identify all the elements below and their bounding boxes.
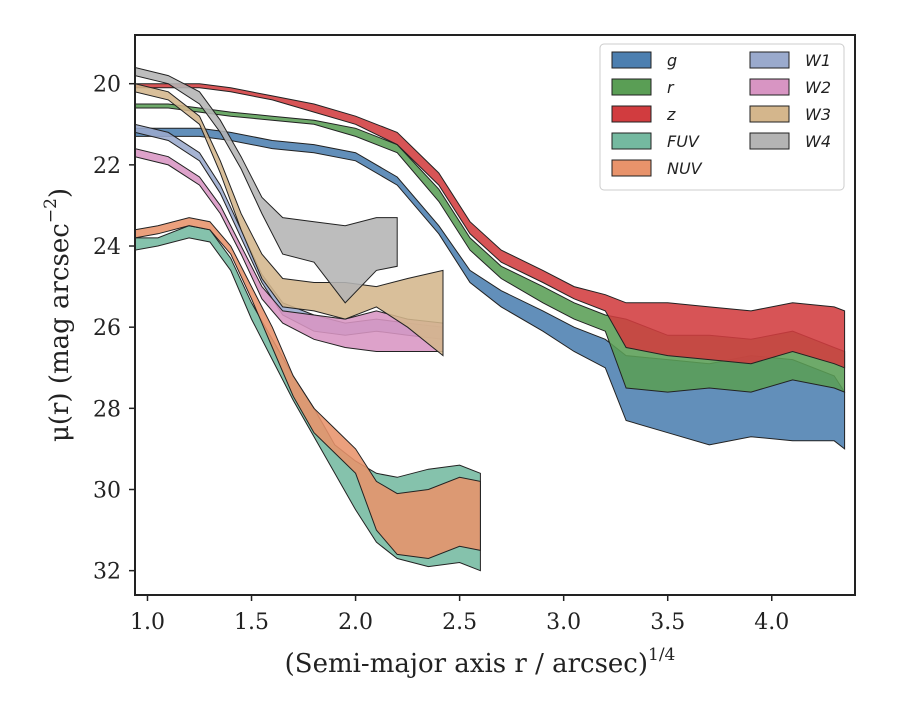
- y-tick-label: 30: [93, 478, 121, 503]
- y-axis: 20 22 24 26 28 30 32: [93, 73, 135, 585]
- x-axis: 1.0 1.5 2.0 2.5 3.0 3.5 4.0: [130, 595, 789, 635]
- legend-label-w4: W4: [805, 132, 831, 151]
- series-area-z: [135, 83, 846, 369]
- y-tick-label: 26: [93, 316, 121, 341]
- legend-swatch-w1: [749, 51, 790, 69]
- x-tick-label: 4.0: [754, 610, 789, 635]
- y-tick-label: 20: [93, 73, 121, 98]
- legend-swatch-nuv: [611, 159, 652, 177]
- legend-label-w2: W2: [805, 78, 831, 97]
- x-tick-label: 1.5: [234, 610, 269, 635]
- legend-swatch-w3: [749, 105, 790, 123]
- legend-label-w1: W1: [805, 51, 831, 70]
- series-area-nuv: [135, 217, 481, 560]
- x-tick-label: 2.0: [338, 610, 373, 635]
- y-axis-title-close: ): [45, 188, 75, 198]
- legend-label-fuv: FUV: [667, 132, 700, 151]
- y-tick-label: 28: [93, 397, 121, 422]
- x-tick-label: 3.0: [546, 610, 581, 635]
- x-axis-title: (Semi-major axis r / arcsec)1/4: [285, 645, 676, 679]
- legend: grz FUV NUV W1 W2 W3 W4: [599, 43, 845, 191]
- x-tick-label: 2.5: [442, 610, 477, 635]
- legend-swatch-r: [611, 78, 652, 96]
- x-axis-title-exponent: 1/4: [648, 645, 675, 665]
- legend-label-g: g: [667, 51, 677, 70]
- y-axis-title-exponent: −2: [41, 198, 61, 223]
- legend-swatch-w2: [749, 78, 790, 96]
- y-axis-title: μ(r) (mag arcsec−2): [41, 188, 75, 442]
- legend-swatch-g: [611, 51, 652, 69]
- y-tick-label: 32: [93, 560, 121, 585]
- series-area-w3: [135, 83, 444, 357]
- legend-label-w3: W3: [805, 105, 831, 124]
- legend-swatch-w4: [749, 132, 790, 150]
- legend-label-nuv: NUV: [667, 159, 703, 178]
- series-areas: [135, 66, 846, 572]
- legend-swatch-z: [611, 105, 652, 123]
- plot-frame: [134, 34, 856, 596]
- series-area-w4: [135, 66, 398, 304]
- legend-label-r: r: [667, 78, 675, 97]
- y-tick-label: 24: [93, 235, 121, 260]
- y-tick-label: 22: [93, 154, 121, 179]
- legend-swatch-fuv: [611, 132, 652, 150]
- legend-label-z: z: [666, 105, 676, 124]
- x-tick-label: 1.0: [130, 610, 165, 635]
- x-tick-label: 3.5: [650, 610, 685, 635]
